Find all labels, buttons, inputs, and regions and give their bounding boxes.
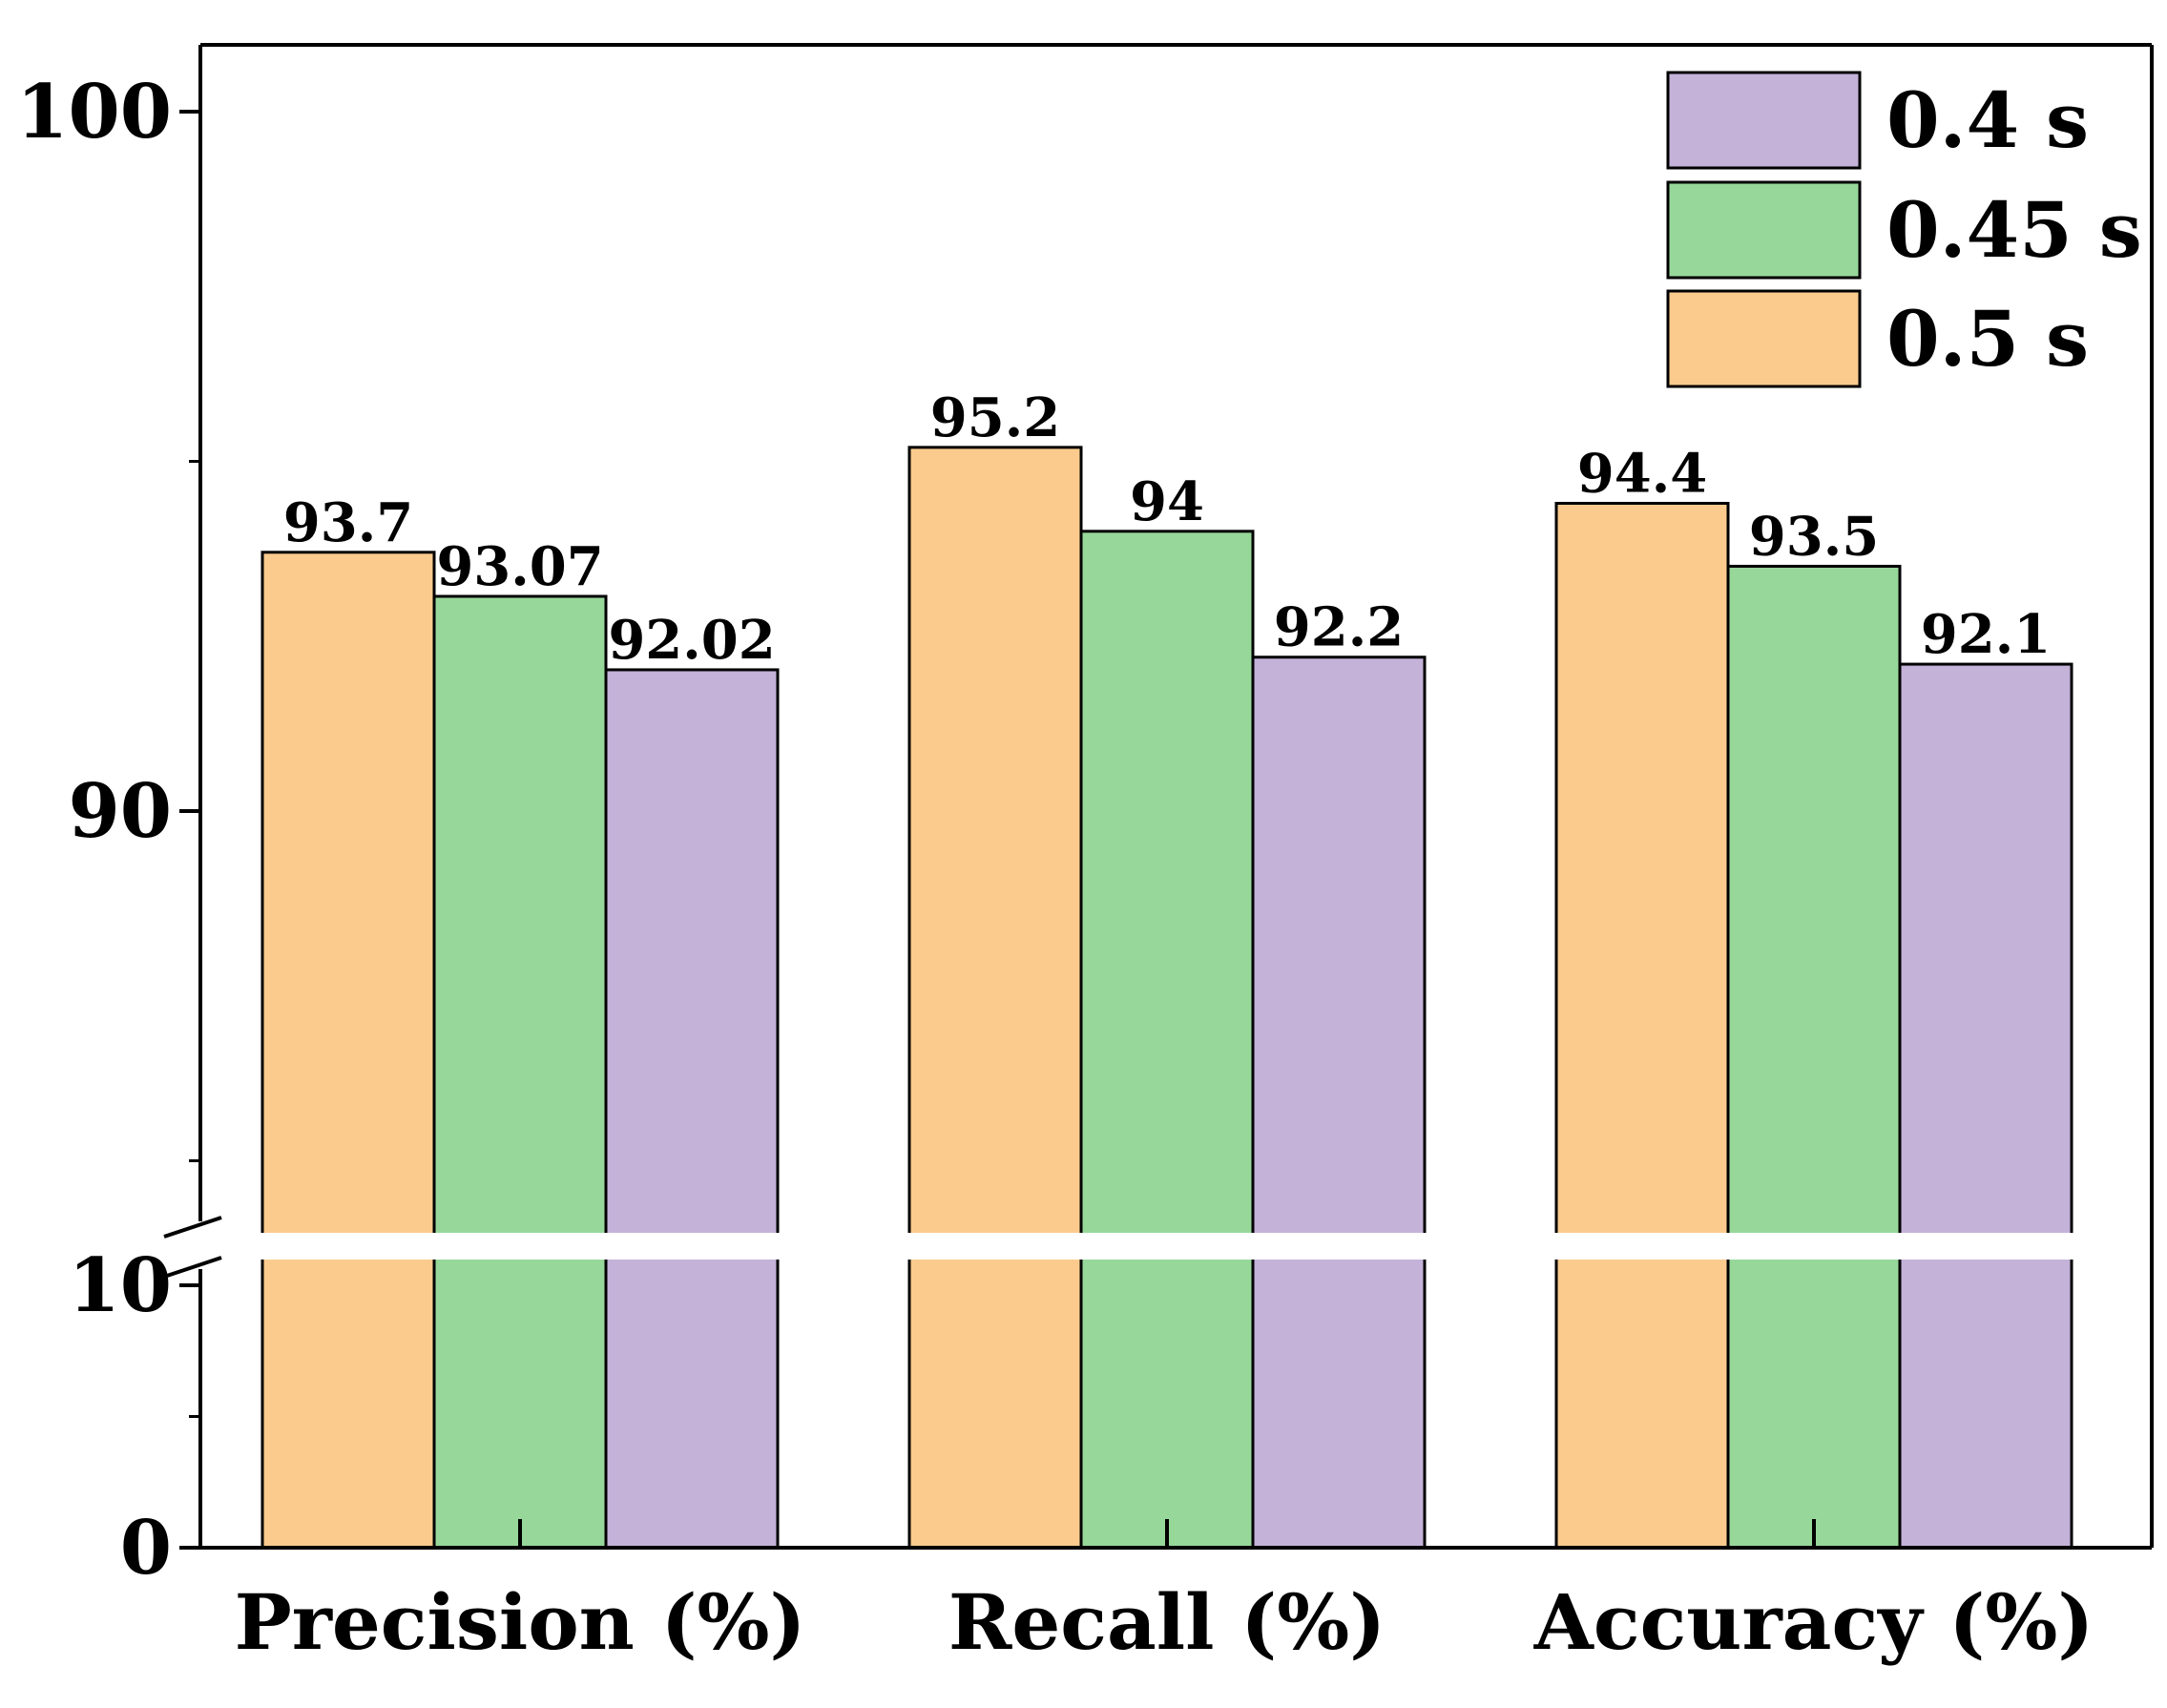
bar-0-5-s-accuracy	[1554, 501, 1730, 1550]
data-label-0-4-s-recall: 92.2	[1274, 596, 1404, 659]
legend-swatch-0-45-s	[1666, 180, 1862, 280]
y-tick-label-90: 90	[68, 768, 172, 855]
bars-layer	[260, 446, 2073, 1550]
legend-label-0-5-s: 0.5 s	[1886, 294, 2089, 384]
bar-0-5-s-recall	[907, 446, 1083, 1550]
data-label-0-5-s-accuracy: 94.4	[1577, 442, 1707, 505]
data-label-0-5-s-precision: 93.7	[283, 491, 413, 554]
legend-swatch-0-5-s	[1666, 289, 1862, 388]
y-tick-label-10: 10	[68, 1242, 172, 1329]
y-tick-label-0: 0	[120, 1505, 172, 1592]
axis-break-band	[202, 1233, 2150, 1260]
data-label-0-45-s-precision: 93.07	[436, 535, 603, 598]
data-label-0-5-s-recall: 95.2	[930, 386, 1060, 449]
legend-swatch-0-4-s	[1666, 71, 1862, 170]
legend-label-0-45-s: 0.45 s	[1886, 185, 2142, 275]
bar-0-5-s-precision	[260, 551, 436, 1550]
bar-0-45-s-recall	[1079, 530, 1255, 1550]
bar-0-4-s-recall	[1251, 656, 1427, 1550]
bar-0-45-s-precision	[432, 594, 608, 1550]
legend-label-0-4-s: 0.4 s	[1886, 75, 2089, 165]
data-label-0-45-s-recall: 94	[1130, 470, 1204, 533]
x-category-label-recall: Recall (%)	[948, 1577, 1386, 1667]
axis-break-layer	[202, 1233, 2150, 1260]
data-label-0-4-s-precision: 92.02	[608, 609, 775, 672]
bar-0-4-s-precision	[604, 668, 780, 1550]
x-category-label-precision: Precision (%)	[235, 1577, 806, 1667]
y-tick-label-100: 100	[16, 69, 172, 156]
bar-0-4-s-accuracy	[1898, 662, 2073, 1550]
axes-layer: 0 10 90 100 Precision (%) Recall (%) Accuracy …	[16, 43, 2154, 1667]
legend: 0.4 s 0.45 s 0.5 s	[1666, 71, 2142, 388]
x-category-label-accuracy: Accuracy (%)	[1533, 1577, 2094, 1667]
break-mark-upper	[163, 1216, 222, 1239]
bar-0-45-s-accuracy	[1726, 564, 1902, 1550]
break-mark-lower	[163, 1256, 222, 1279]
data-label-0-4-s-accuracy: 92.1	[1921, 603, 2051, 666]
data-label-0-45-s-accuracy: 93.5	[1749, 505, 1879, 568]
